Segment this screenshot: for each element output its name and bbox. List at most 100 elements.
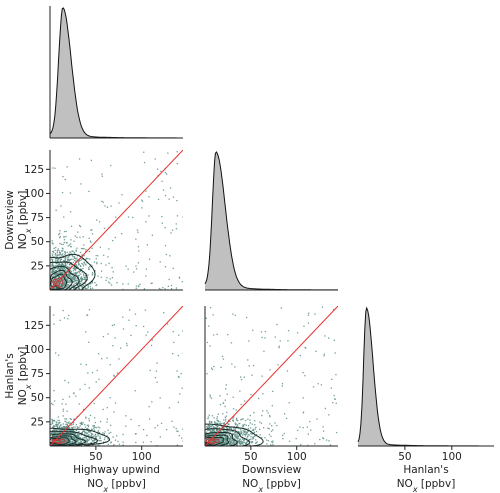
data-point — [224, 399, 226, 401]
data-point — [83, 278, 85, 280]
data-point — [215, 443, 217, 445]
data-point — [229, 440, 231, 442]
data-point — [68, 314, 70, 317]
data-point — [112, 345, 114, 347]
data-point — [231, 443, 233, 446]
data-point — [64, 379, 66, 382]
data-point — [74, 441, 76, 443]
data-point — [56, 262, 58, 265]
data-point — [91, 274, 93, 276]
data-point — [253, 364, 255, 367]
data-point — [78, 442, 80, 444]
data-point — [248, 444, 251, 446]
data-point — [243, 376, 245, 378]
data-point — [214, 434, 216, 436]
data-point — [104, 431, 106, 433]
data-point — [93, 427, 95, 429]
data-point — [248, 434, 251, 436]
data-point — [223, 437, 226, 439]
data-point — [86, 438, 89, 441]
data-point — [57, 249, 59, 252]
data-point — [268, 433, 270, 436]
data-point — [249, 419, 251, 421]
data-point — [99, 427, 101, 429]
data-point — [335, 431, 338, 434]
data-point — [103, 433, 105, 435]
data-point — [94, 426, 96, 428]
data-point — [59, 269, 61, 271]
data-point — [242, 441, 244, 443]
data-point — [226, 411, 228, 413]
data-point — [230, 435, 232, 438]
data-point — [65, 277, 67, 279]
data-point — [254, 434, 256, 437]
data-point — [166, 173, 168, 175]
data-point — [61, 266, 63, 268]
data-point — [77, 275, 79, 277]
data-point — [106, 435, 108, 437]
kde-panel-highway — [49, 6, 183, 139]
data-point — [64, 438, 66, 440]
data-point — [234, 444, 236, 446]
kde-fill-hanlans — [358, 308, 494, 446]
data-point — [76, 259, 78, 261]
data-point — [55, 272, 57, 274]
data-point — [235, 419, 237, 421]
data-point — [261, 437, 263, 439]
data-point — [230, 428, 232, 430]
data-point — [127, 268, 129, 270]
data-point — [55, 256, 57, 258]
data-point — [85, 283, 87, 285]
data-point — [241, 441, 243, 444]
data-point — [70, 239, 72, 241]
data-point — [59, 235, 61, 238]
data-point — [229, 437, 231, 439]
data-point — [264, 437, 266, 439]
y-tick-label: 125 — [24, 320, 44, 332]
data-point — [55, 259, 57, 261]
data-point — [53, 270, 55, 273]
data-point — [82, 247, 84, 250]
data-point — [59, 436, 62, 438]
data-point — [52, 423, 54, 425]
data-point — [55, 274, 57, 276]
kde-contour — [50, 433, 87, 446]
data-point — [76, 255, 79, 257]
data-point — [122, 444, 124, 446]
data-point — [220, 439, 222, 441]
data-point — [312, 386, 315, 388]
data-point — [214, 422, 216, 424]
data-point — [222, 433, 225, 435]
data-point — [79, 425, 81, 427]
data-point — [70, 427, 73, 429]
data-point — [68, 273, 70, 275]
data-point — [106, 206, 109, 208]
data-point — [109, 397, 111, 399]
data-point — [221, 422, 223, 425]
data-point — [206, 434, 208, 436]
data-point — [63, 267, 65, 269]
y-axis-label-hanlans: Hanlan's — [4, 353, 16, 398]
data-point — [55, 425, 58, 427]
data-point — [58, 430, 61, 432]
data-point — [239, 443, 241, 445]
data-point — [106, 277, 108, 279]
data-point — [80, 432, 83, 434]
data-point — [221, 426, 223, 428]
y-tick-label: 125 — [24, 164, 44, 176]
data-point — [88, 430, 90, 433]
data-point — [66, 251, 68, 254]
data-point — [147, 331, 149, 333]
data-point — [113, 324, 115, 326]
data-point — [59, 230, 61, 232]
data-point — [208, 434, 211, 436]
data-point — [122, 441, 124, 443]
data-point — [74, 278, 76, 281]
data-point — [58, 282, 60, 284]
data-point — [54, 428, 56, 430]
data-point — [229, 431, 231, 433]
data-point — [307, 433, 309, 435]
scatter-panel-downsview-hanlans — [204, 306, 338, 447]
data-point — [78, 426, 80, 429]
data-point — [280, 307, 282, 309]
